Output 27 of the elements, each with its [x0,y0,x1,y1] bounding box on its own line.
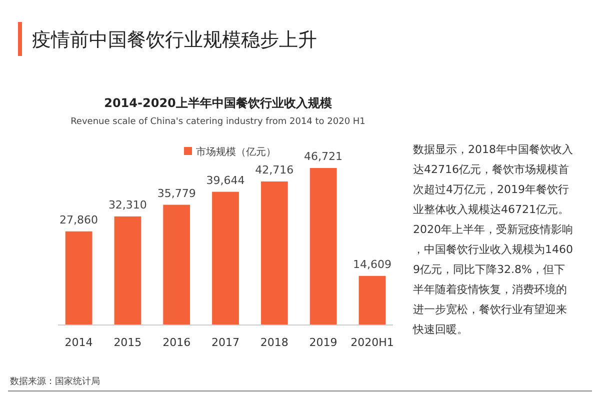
source-note: 数据来源：国家统计局 [10,376,100,387]
chart-title: 2014-2020上半年中国餐饮行业收入规模 [104,96,332,110]
legend-label: 市场规模（亿元） [196,146,276,158]
bar [260,181,288,325]
x-tick-label: 2018 [260,336,288,349]
bar [358,276,386,325]
data-label: 27,860 [60,213,98,226]
x-tick-label: 2020H1 [350,336,394,349]
bar [310,168,337,325]
x-tick-label: 2017 [212,336,240,349]
x-tick-label: 2016 [162,336,191,349]
text: 数据显示，2018年中国餐饮收入达42716亿元，餐饮市场规模首次超过4万亿元，2019年餐饮行业整体收入规模达46721亿元。2020年上半年，受新冠疫情影响，中国餐饮行业收入规模为14609亿元，同比下降32.8%，但下半年随着疫情恢复，消费环境的进一步宽松，餐饮行业有望迎来快速回暖。 [413,143,573,336]
text: 疫情前中国餐饮行业规模稳步上升 [32,29,317,51]
bar [114,216,142,325]
data-label: 39,644 [206,174,245,187]
bar [212,192,239,325]
data-label: 42,716 [255,163,294,176]
data-label: 32,310 [108,198,147,212]
data-label: 35,779 [157,186,196,200]
bar [65,231,92,325]
x-tick-label: 2015 [114,336,142,349]
bar [163,204,190,325]
x-tick-label: 2014 [64,336,93,349]
data-label: 46,721 [304,150,343,163]
chart-subtitle: Revenue scale of China's catering industry from 2014 to 2020 H1 [70,117,366,127]
data-label: 14,609 [352,258,392,271]
x-tick-label: 2019 [309,336,338,349]
